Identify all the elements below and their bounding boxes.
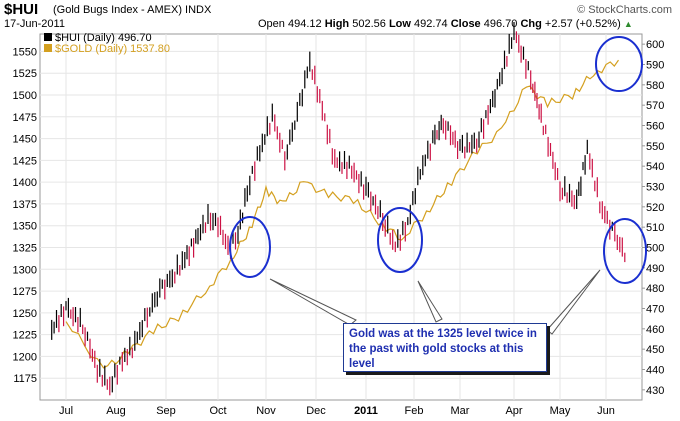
y-left-tick-label: 1250 xyxy=(13,308,37,320)
y-right-tick-label: 430 xyxy=(646,385,664,397)
y-left-tick-label: 1475 xyxy=(13,112,37,124)
y-left-tick-label: 1525 xyxy=(13,68,37,80)
x-tick-label: Oct xyxy=(209,405,226,417)
y-left-tick-label: 1300 xyxy=(13,264,37,276)
x-tick-label: Mar xyxy=(451,405,470,417)
y-right-tick-label: 460 xyxy=(646,324,664,336)
y-left-tick-label: 1325 xyxy=(13,243,37,255)
legend-swatch-hui xyxy=(44,33,52,41)
y-left-tick-label: 1275 xyxy=(13,286,37,298)
y-right-tick-label: 470 xyxy=(646,304,664,316)
y-axis-left: 1175 1200 1225 1250 1275 1300 1325 1350 1375 1400… xyxy=(13,46,37,385)
x-tick-label: Aug xyxy=(106,405,126,417)
y-left-tick-label: 1425 xyxy=(13,155,37,167)
y-right-tick-label: 600 xyxy=(646,39,664,51)
callout-pointer xyxy=(269,278,357,326)
y-left-tick-label: 1500 xyxy=(13,90,37,102)
x-tick-label: Nov xyxy=(256,405,276,417)
gold-series xyxy=(65,59,619,369)
y-left-tick-label: 1450 xyxy=(13,134,37,146)
chg-value: +2.57 (+0.52%) xyxy=(544,18,621,30)
annotation-ellipse xyxy=(377,207,423,273)
close-label: Close xyxy=(450,18,481,30)
open-label: Open xyxy=(258,18,285,30)
annotation-note: Gold was at the 1325 level twice in the … xyxy=(343,323,547,372)
annotation-circles xyxy=(229,36,647,284)
x-tick-label: Dec xyxy=(306,405,326,417)
gold-line xyxy=(65,59,619,369)
y-right-tick-label: 530 xyxy=(646,182,664,194)
y-left-tick-label: 1375 xyxy=(13,199,37,211)
up-arrow-icon: ▲ xyxy=(623,19,633,29)
low-value: 492.74 xyxy=(414,18,448,30)
y-left-tick-label: 1400 xyxy=(13,177,37,189)
y-left-tick-label: 1225 xyxy=(13,330,37,342)
legend: $HUI (Daily) 496.70 $GOLD (Daily) 1537.8… xyxy=(44,32,170,55)
y-right-tick-label: 520 xyxy=(646,202,664,214)
hui-series xyxy=(51,22,626,396)
legend-gold: $GOLD (Daily) 1537.80 xyxy=(55,43,170,55)
y-right-tick-label: 540 xyxy=(646,161,664,173)
annotation-ellipse xyxy=(229,216,271,278)
x-tick-label: 2011 xyxy=(354,405,378,417)
y-axis-right: 430 440 450 460 470 480 490 500 510 520 530 540 550 5… xyxy=(642,39,664,397)
x-tick-label: Sep xyxy=(156,405,176,417)
legend-swatch-gold xyxy=(44,44,52,52)
callout-pointer xyxy=(417,280,443,323)
annotation-pointers xyxy=(269,269,601,335)
symbol: $HUI xyxy=(4,1,39,18)
annotation-ellipse xyxy=(603,218,647,284)
y-right-tick-label: 570 xyxy=(646,100,664,112)
x-axis: Jul Aug Sep Oct Nov Dec 2011 Feb Mar Apr May Jun xyxy=(59,405,615,417)
y-left-tick-label: 1350 xyxy=(13,221,37,233)
legend-hui: $HUI (Daily) 496.70 xyxy=(55,32,152,44)
y-right-tick-label: 440 xyxy=(646,365,664,377)
x-tick-label: Jun xyxy=(597,405,615,417)
x-tick-label: May xyxy=(550,405,571,417)
open-value: 494.12 xyxy=(287,18,322,30)
chg-label: Chg xyxy=(520,18,542,30)
x-tick-label: Apr xyxy=(505,405,522,417)
callout-pointer xyxy=(546,269,601,335)
y-right-tick-label: 550 xyxy=(646,141,664,153)
y-right-tick-label: 450 xyxy=(646,344,664,356)
y-right-tick-label: 480 xyxy=(646,283,664,295)
high-label: High xyxy=(324,18,350,30)
y-left-tick-label: 1200 xyxy=(13,351,37,363)
y-right-tick-label: 490 xyxy=(646,263,664,275)
index-name: (Gold Bugs Index - AMEX) INDX xyxy=(53,4,212,16)
y-right-tick-label: 510 xyxy=(646,222,664,234)
y-left-tick-label: 1175 xyxy=(13,373,37,385)
annotation-ellipse xyxy=(595,36,643,92)
y-right-tick-label: 560 xyxy=(646,121,664,133)
grid-lines xyxy=(40,34,642,400)
quote-summary: Open 494.12 High 502.56 Low 492.74 Close… xyxy=(258,18,633,30)
y-right-tick-label: 580 xyxy=(646,80,664,92)
stockcharts-watermark: © StockCharts.com xyxy=(577,4,672,16)
close-value: 496.70 xyxy=(483,18,518,30)
high-value: 502.56 xyxy=(352,18,386,30)
x-tick-label: Feb xyxy=(405,405,424,417)
low-label: Low xyxy=(388,18,411,30)
x-tick-label: Jul xyxy=(59,405,73,417)
y-right-tick-label: 590 xyxy=(646,60,664,72)
y-left-tick-label: 1550 xyxy=(13,46,37,58)
quote-date: 17-Jun-2011 xyxy=(4,18,65,30)
y-right-tick-label: 500 xyxy=(646,243,664,255)
